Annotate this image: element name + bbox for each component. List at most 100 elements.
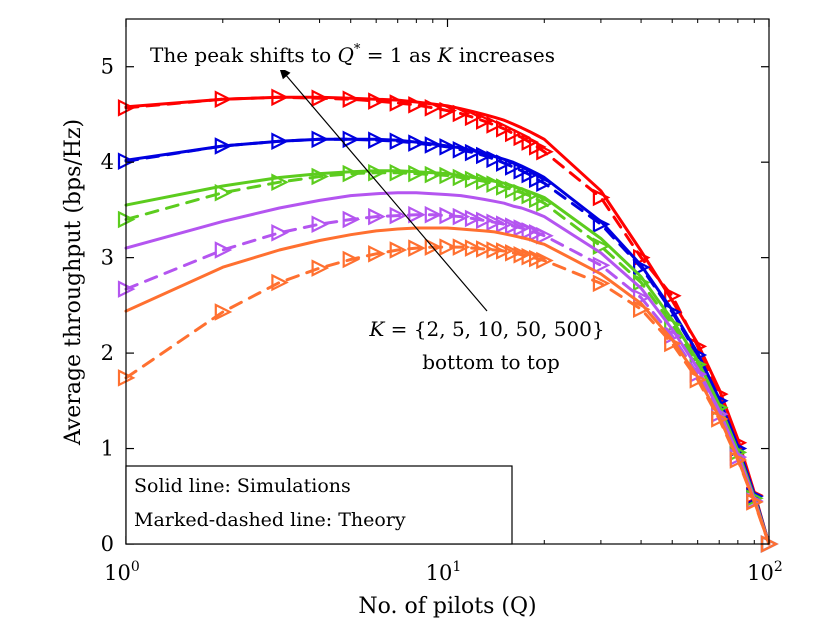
annotation-arrowhead xyxy=(279,67,291,80)
x-tick-exponent: 1 xyxy=(452,559,461,575)
peak-annotation: The peak shifts to Q* = 1 as K increases xyxy=(150,42,555,67)
y-tick-label: 5 xyxy=(101,55,114,79)
series-k500-theory-marker xyxy=(592,188,611,207)
series-k10-theory-marker xyxy=(424,165,443,184)
series-k5-simulation-line xyxy=(124,191,771,546)
peak-annotation-star: * xyxy=(354,42,361,57)
series-k10-theory-marker xyxy=(271,173,289,191)
series-k50-theory-marker xyxy=(439,138,457,156)
series-k10-theory-marker xyxy=(311,167,330,186)
series-k50-theory-marker xyxy=(214,137,233,155)
series-k2-theory-marker xyxy=(476,240,494,258)
series-k50-theory-marker xyxy=(342,130,361,149)
series-k2-theory-marker xyxy=(746,493,764,511)
y-tick-label: 0 xyxy=(101,532,114,556)
series-k2-theory-marker xyxy=(496,242,514,260)
series-k500-theory-marker xyxy=(536,142,554,161)
series-k2-theory-marker xyxy=(439,238,457,256)
series-k500-theory-marker xyxy=(439,101,457,120)
series-k50-theory-marker xyxy=(424,136,443,154)
series-k5-theory-marker xyxy=(368,207,386,226)
series-k5-theory-marker xyxy=(464,209,483,228)
y-tick-label: 1 xyxy=(101,437,114,461)
series-k500-theory-marker xyxy=(408,96,426,114)
series-k2-theory-marker xyxy=(271,273,289,292)
x-tick-base: 10 xyxy=(426,561,453,585)
series-k500-theory-marker xyxy=(476,112,494,130)
series-k5-theory-marker xyxy=(536,226,554,245)
series-k10-theory-marker xyxy=(476,172,494,191)
series-k2-theory-marker xyxy=(214,303,233,321)
k-set-annotation: K = {2, 5, 10, 50, 500} xyxy=(368,317,604,341)
series-k2-theory-marker xyxy=(689,371,708,389)
series-k10-theory-marker xyxy=(342,164,361,183)
series-k2-theory-marker xyxy=(408,239,426,257)
series-k2-theory-marker xyxy=(311,259,330,277)
series-k2-theory-marker xyxy=(486,241,504,259)
series-k50-theory-marker xyxy=(476,146,494,165)
legend-line-simulations: Solid line: Simulations xyxy=(134,475,351,497)
series-k5-theory-marker xyxy=(342,210,361,229)
series-k500-theory-marker xyxy=(424,99,443,117)
series-k10-theory-marker xyxy=(464,170,483,189)
legend-line-theory: Marked-dashed line: Theory xyxy=(134,509,406,531)
series-k10-theory-marker xyxy=(452,168,471,187)
series-k50-theory-marker xyxy=(408,134,426,152)
legend-box xyxy=(125,465,513,545)
series-k50-theory-marker xyxy=(486,150,504,169)
series-k500-theory-marker xyxy=(689,337,708,356)
series-k50-theory-marker xyxy=(271,132,289,150)
series-k50-theory-marker xyxy=(505,158,523,176)
x-tick-base: 10 xyxy=(747,561,774,585)
order-annotation: bottom to top xyxy=(422,350,560,374)
series-k10-theory-marker xyxy=(408,164,426,183)
peak-annotation-bg xyxy=(142,38,650,70)
series-k500-theory-marker xyxy=(342,90,361,108)
series-k5-theory-marker xyxy=(271,224,289,242)
series-k500-theory-marker xyxy=(311,89,330,107)
series-k2-theory-marker xyxy=(536,251,554,270)
series-k50-theory-marker xyxy=(592,215,611,233)
x-tick-exponent: 0 xyxy=(131,559,140,575)
series-k2-simulation-line xyxy=(124,226,771,546)
series-k500-theory-marker xyxy=(389,94,408,112)
series-k5-theory-marker xyxy=(486,213,504,232)
y-tick-label: 3 xyxy=(101,246,114,270)
series-k500-theory-marker xyxy=(452,104,471,123)
series-k10-theory-marker xyxy=(214,183,233,202)
series-k5-theory-marker xyxy=(496,215,514,233)
series-k2-theory-marker xyxy=(729,451,748,469)
peak-annotation-post: increases xyxy=(452,43,555,67)
series-k50-theory-marker xyxy=(496,154,514,172)
x-tick-label: 101 xyxy=(426,559,462,585)
series-k10-theory-marker xyxy=(389,163,408,182)
series-k5-theory-marker xyxy=(439,206,457,225)
series-k500-theory-marker xyxy=(486,116,504,134)
series-k2-theory-marker xyxy=(368,245,386,263)
x-axis-label: No. of pilots (Q) xyxy=(358,594,536,619)
annotation-arrow xyxy=(284,73,488,312)
x-tick-exponent: 2 xyxy=(774,559,783,575)
series-k50-theory-marker xyxy=(464,143,483,162)
peak-annotation-mid: = 1 as xyxy=(360,43,437,67)
series-k5-theory-marker xyxy=(311,215,330,233)
series-k10-theory-marker xyxy=(592,237,611,255)
series-k500-theory-marker xyxy=(271,88,289,107)
series-k5-theory-marker xyxy=(214,241,233,259)
series-k50-theory-marker xyxy=(389,132,408,150)
peak-annotation-pre: The peak shifts to xyxy=(150,43,338,67)
x-tick-label: 100 xyxy=(104,559,140,585)
peak-annotation-k: K xyxy=(437,43,454,67)
series-k500-theory-marker xyxy=(214,90,233,108)
y-tick-label: 4 xyxy=(101,150,114,174)
series-k5-theory-marker xyxy=(476,211,494,230)
x-tick-label: 102 xyxy=(747,559,783,585)
series-k5-theory-marker xyxy=(505,217,523,235)
series-k5-theory-marker xyxy=(424,205,443,224)
series-k50-theory-marker xyxy=(311,130,330,149)
series-k5-theory-marker xyxy=(408,205,426,224)
series-k10-theory-marker xyxy=(486,175,504,193)
series-k50-theory-marker xyxy=(632,258,651,276)
series-k500-theory-marker xyxy=(368,92,386,110)
